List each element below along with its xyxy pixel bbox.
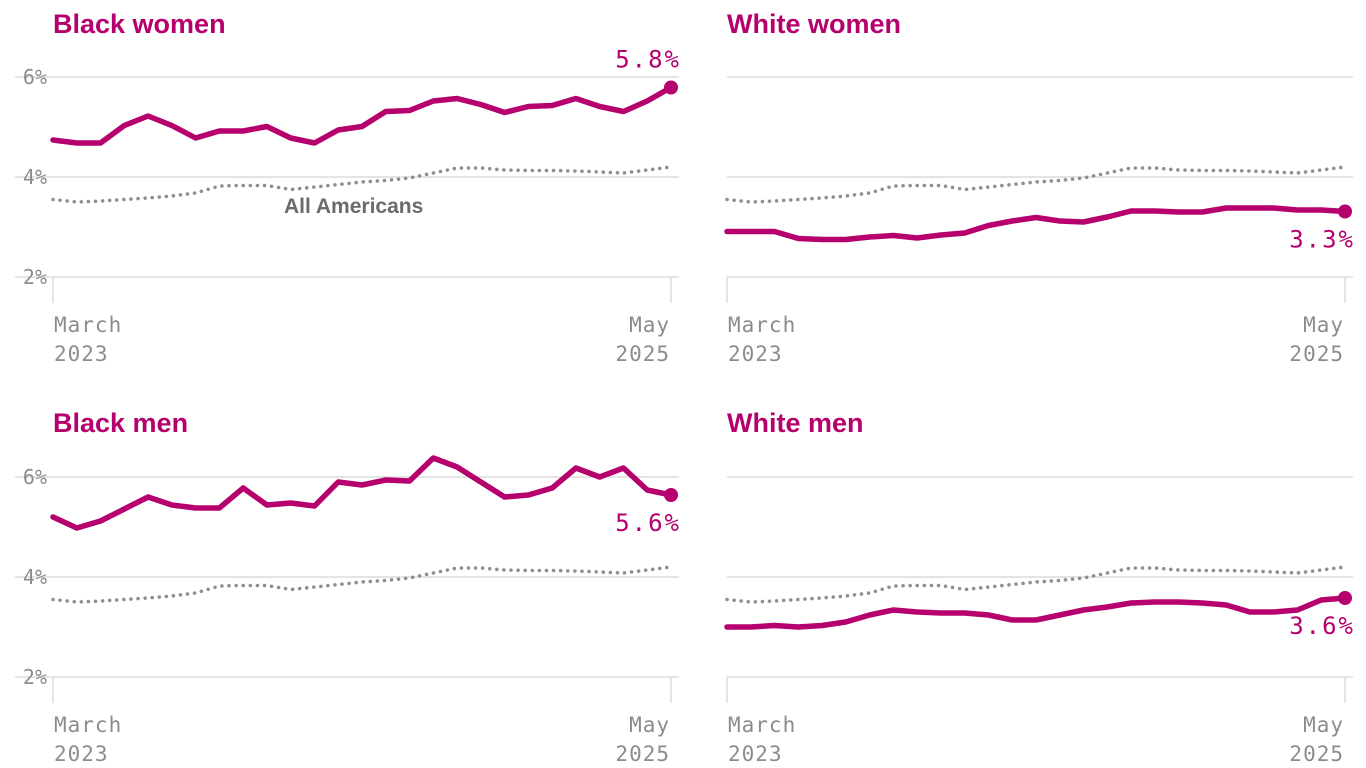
x-tick-label-end: 2025 [1289, 742, 1344, 766]
y-tick-label: 4% [23, 565, 47, 589]
x-tick-label-start: 2023 [54, 742, 109, 766]
series-line-all-americans [725, 165, 1347, 204]
chart-title: Black women [53, 9, 226, 39]
chart-title: Black men [53, 408, 188, 438]
x-tick-label-end: May [629, 313, 670, 337]
y-tick-label: 6% [23, 65, 47, 89]
x-tick-label-start: March [54, 713, 122, 737]
panel-black-men: Black men 2% 4% 6% March 2023 May 2025 5.6% [15, 408, 681, 766]
end-point-marker [1338, 204, 1352, 219]
x-tick-label-start: March [728, 313, 796, 337]
series-line-all-americans [51, 565, 673, 604]
y-tick-label: 2% [23, 665, 47, 689]
end-point-marker [664, 488, 678, 502]
series-line-white-women [724, 205, 1348, 243]
y-tick-label: 6% [23, 465, 47, 489]
chart-title: White women [727, 9, 901, 39]
x-tick-label-start: 2023 [54, 342, 109, 366]
series-line-all-americans [51, 165, 673, 204]
x-tick-label-start: March [54, 313, 122, 337]
x-tick-label-end: 2025 [1289, 342, 1344, 366]
end-value-label: 5.8% [615, 46, 681, 74]
x-tick-label-end: 2025 [615, 342, 670, 366]
end-value-label: 5.6% [615, 509, 681, 537]
y-tick-label: 2% [23, 265, 47, 289]
x-tick-label-start: 2023 [728, 342, 783, 366]
x-tick-label-end: May [1303, 713, 1344, 737]
end-value-label: 3.3% [1289, 226, 1355, 254]
series-line-all-americans [725, 565, 1347, 604]
reference-series-label: All Americans [284, 195, 423, 218]
series-line-white-men [724, 595, 1348, 630]
end-point-marker [664, 80, 678, 95]
chart-title: White men [727, 408, 864, 438]
x-tick-label-start: March [728, 713, 796, 737]
x-tick-label-end: May [1303, 313, 1344, 337]
panel-white-women: White women March 2023 May 2025 3.3% [724, 9, 1355, 366]
series-line-black-women [50, 84, 674, 146]
x-tick-label-start: 2023 [728, 742, 783, 766]
x-tick-label-end: 2025 [615, 742, 670, 766]
x-tick-label-end: May [629, 713, 670, 737]
panel-white-men: White men March 2023 May 2025 3.6% [724, 408, 1355, 766]
end-point-marker [1338, 591, 1352, 605]
series-line-black-men [50, 455, 674, 531]
end-value-label: 3.6% [1289, 612, 1355, 640]
panel-black-women: Black women 2% 4% 6% March 2023 May 2025 5.8% All… [15, 9, 681, 366]
y-tick-label: 4% [23, 165, 47, 189]
